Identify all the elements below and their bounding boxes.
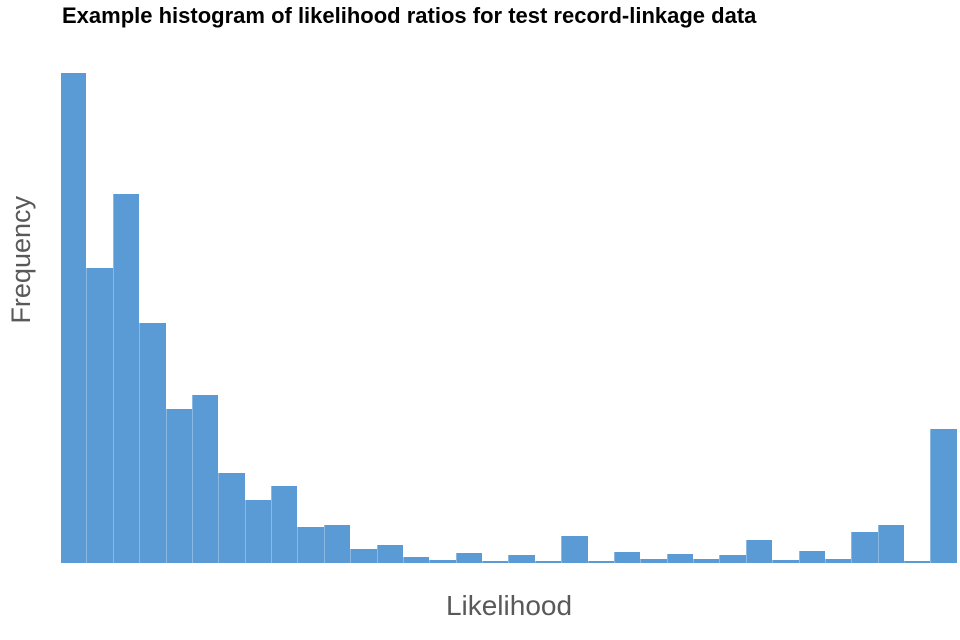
plot-area: [61, 63, 957, 563]
histogram-bar: [402, 557, 430, 563]
histogram-bar: [139, 323, 166, 563]
histogram-bar: [86, 268, 113, 563]
histogram-bar: [455, 553, 482, 563]
histogram-bar: [745, 540, 773, 563]
y-axis-label-text: Frequency: [6, 196, 36, 324]
chart-title: Example histogram of likelihood ratios f…: [62, 3, 757, 28]
histogram-bar: [877, 525, 904, 563]
histogram-bar: [297, 527, 324, 563]
histogram-bar: [165, 409, 192, 563]
y-axis-label: Frequency: [6, 196, 37, 329]
histogram-bar: [930, 429, 957, 563]
histogram-bar: [112, 194, 140, 563]
histogram-bar: [271, 486, 298, 563]
histogram-bar: [640, 559, 667, 563]
histogram-bar: [244, 500, 271, 563]
histogram-bar: [376, 545, 403, 563]
histogram-bar: [613, 552, 641, 563]
histogram-bar: [61, 73, 87, 563]
histogram-bar: [218, 473, 245, 563]
histogram-bar: [534, 561, 562, 563]
histogram-bar: [482, 561, 509, 563]
histogram-bar: [323, 525, 351, 563]
histogram-bar: [719, 555, 746, 563]
histogram-bar: [851, 532, 878, 563]
x-axis-label: Likelihood: [445, 590, 573, 621]
histogram-bar: [587, 561, 614, 563]
histogram-bar: [824, 559, 852, 563]
histogram-bar: [508, 555, 535, 563]
histogram-bar: [693, 559, 720, 563]
histogram-bar: [904, 562, 931, 563]
histogram-bar: [666, 554, 693, 563]
histogram-bar: [429, 560, 456, 563]
histogram-bars: [61, 63, 957, 563]
histogram-bar: [772, 560, 799, 563]
histogram-bar: [191, 395, 219, 563]
histogram-bar: [350, 549, 377, 563]
histogram-bar: [798, 551, 825, 563]
histogram-bar: [561, 536, 588, 563]
